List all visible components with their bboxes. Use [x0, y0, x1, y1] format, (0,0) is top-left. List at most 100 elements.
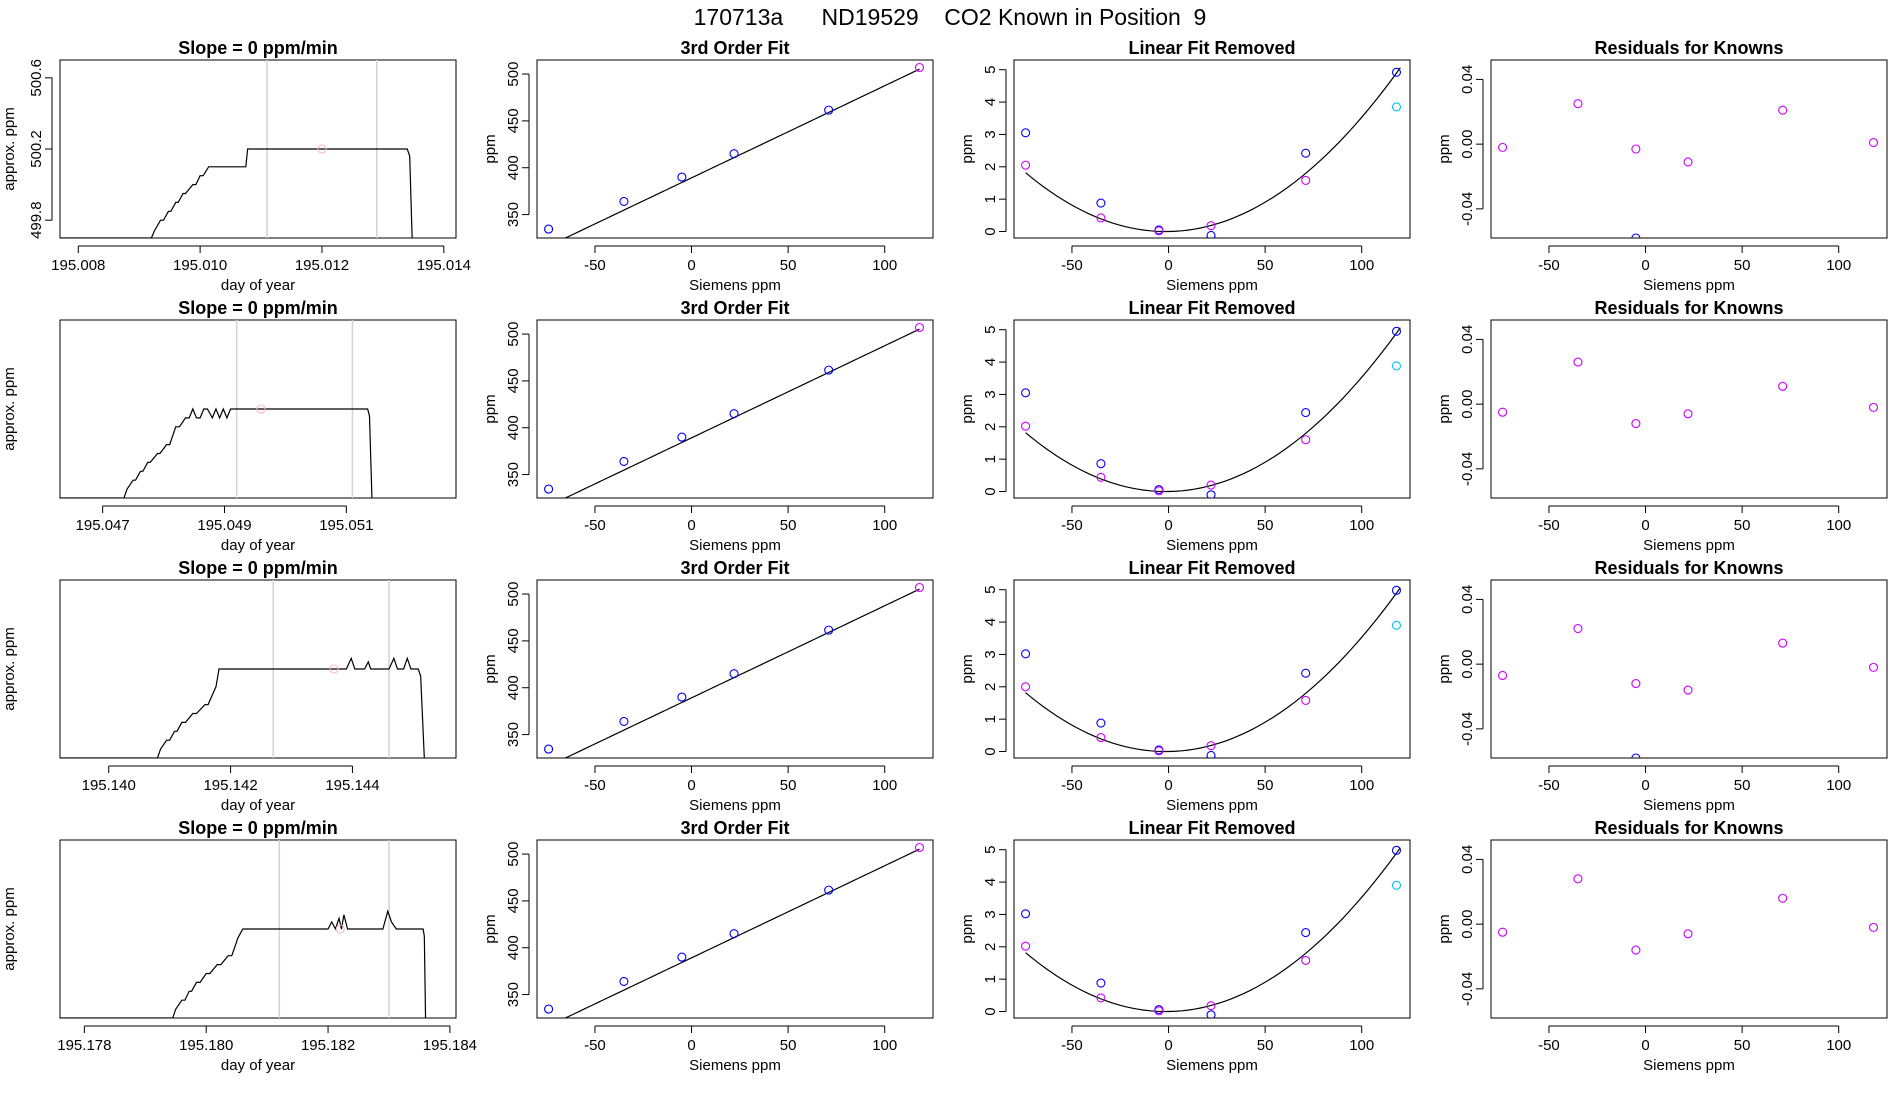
plot-area [60, 60, 413, 238]
x-tick-label: -50 [584, 517, 606, 534]
data-point [1631, 679, 1641, 689]
data-point [1206, 1001, 1216, 1011]
x-tick-label: 0 [1641, 257, 1649, 274]
data-point [1778, 381, 1788, 391]
panel-0-1: 3rd Order Fit -50 0 50 100 Siemens ppm 350 400 4… [482, 38, 934, 294]
data-point [1021, 909, 1031, 919]
x-tick-label: 50 [1257, 257, 1274, 274]
data-point [544, 1004, 554, 1014]
plot-title: Slope = 0 ppm/min [178, 298, 338, 318]
x-tick-label: 50 [1734, 1037, 1751, 1054]
x-axis-label: Siemens ppm [1643, 1057, 1735, 1074]
plot-area [1021, 326, 1402, 498]
x-tick-label: 50 [1734, 257, 1751, 274]
y-tick-label: 350 [505, 982, 522, 1007]
data-point [1301, 695, 1311, 705]
data-point [1683, 157, 1693, 167]
y-tick-label: -0.04 [1459, 712, 1476, 746]
y-tick-label: 450 [505, 628, 522, 653]
data-point [1498, 407, 1508, 417]
plot-frame [536, 579, 934, 759]
data-point [1096, 993, 1106, 1003]
panel-3-0: Slope = 0 ppm/min 195.178 195.180 195.182 19… [1, 818, 477, 1074]
x-tick-label: 100 [1349, 517, 1374, 534]
plot-area [60, 580, 425, 758]
plot-title: Slope = 0 ppm/min [178, 38, 338, 58]
y-tick-label: 500 [505, 582, 522, 607]
y-tick-label: -0.04 [1459, 452, 1476, 486]
data-point [1096, 472, 1106, 482]
data-point [1021, 649, 1031, 659]
y-axis-label: approx. ppm [1, 627, 18, 710]
x-axis-label: Siemens ppm [1166, 277, 1258, 294]
x-tick-label: -50 [584, 257, 606, 274]
data-point [1631, 419, 1641, 429]
x-axis-label: Siemens ppm [689, 797, 781, 814]
x-tick-label: 0 [687, 257, 695, 274]
plot-title: Linear Fit Removed [1128, 38, 1295, 58]
data-point [1301, 148, 1311, 158]
plot-title: Slope = 0 ppm/min [178, 558, 338, 578]
data-point [1206, 221, 1216, 231]
data-point [1631, 233, 1641, 238]
x-tick-label: -50 [1061, 1037, 1083, 1054]
y-tick-label: 3 [982, 130, 999, 138]
y-tick-label: 0.00 [1459, 910, 1476, 939]
panel-3-3: Residuals for Knowns -50 0 50 100 Siemens ppm… [1436, 818, 1888, 1074]
x-axis-label: day of year [221, 277, 295, 294]
plot-frame [1490, 839, 1888, 1019]
data-point [1021, 160, 1031, 170]
x-tick-label: 100 [1826, 257, 1851, 274]
data-point [1631, 945, 1641, 955]
data-point [1683, 409, 1693, 419]
x-tick-label: 50 [1257, 777, 1274, 794]
series-line [60, 909, 427, 1018]
data-point [1154, 486, 1164, 496]
y-tick-label: 400 [505, 155, 522, 180]
data-point [1301, 928, 1311, 938]
x-tick-label: -50 [1061, 777, 1083, 794]
data-point [1206, 480, 1216, 490]
plot-area [544, 842, 925, 1018]
plot-area [1498, 99, 1879, 238]
data-point [729, 929, 739, 939]
plot-frame [1013, 839, 1411, 1019]
x-tick-label: -50 [1061, 517, 1083, 534]
y-tick-label: 499.8 [28, 201, 45, 239]
y-axis-label: ppm [959, 134, 976, 163]
panel-0-0: Slope = 0 ppm/min 195.008 195.010 195.012 19… [1, 38, 471, 294]
data-point [1631, 753, 1641, 758]
data-point [619, 456, 629, 467]
x-tick-label: 195.182 [301, 1037, 355, 1054]
y-tick-label: 2 [982, 943, 999, 951]
x-tick-label: -50 [1538, 777, 1560, 794]
x-tick-label: 100 [872, 1037, 897, 1054]
x-tick-label: 195.012 [295, 257, 349, 274]
x-tick-label: 100 [1349, 777, 1374, 794]
data-point [1021, 128, 1031, 138]
x-axis-label: Siemens ppm [1643, 277, 1735, 294]
y-axis-label: ppm [959, 654, 976, 683]
y-axis-label: ppm [1436, 654, 1453, 683]
data-point [1154, 1006, 1164, 1016]
x-axis-label: Siemens ppm [1643, 797, 1735, 814]
x-tick-label: 195.047 [76, 517, 130, 534]
x-tick-label: 195.142 [203, 777, 257, 794]
y-tick-label: -0.04 [1459, 192, 1476, 226]
x-tick-label: 195.144 [325, 777, 379, 794]
plot-frame [1490, 59, 1888, 239]
y-tick-label: 500 [505, 322, 522, 347]
x-tick-label: 100 [872, 777, 897, 794]
data-point [1631, 144, 1641, 154]
x-tick-label: 100 [872, 257, 897, 274]
y-axis-label: ppm [1436, 914, 1453, 943]
data-point [1391, 326, 1402, 336]
panel-2-2: Linear Fit Removed -50 0 50 100 Siemens ppm 0 1… [959, 558, 1411, 814]
panel-3-2: Linear Fit Removed -50 0 50 100 Siemens ppm 0 1… [959, 818, 1411, 1074]
data-point [1206, 1010, 1216, 1018]
x-tick-label: 0 [1641, 1037, 1649, 1054]
y-tick-label: 0 [982, 227, 999, 235]
data-point [1154, 226, 1164, 236]
data-point [729, 409, 739, 419]
plot-frame [1013, 59, 1411, 239]
